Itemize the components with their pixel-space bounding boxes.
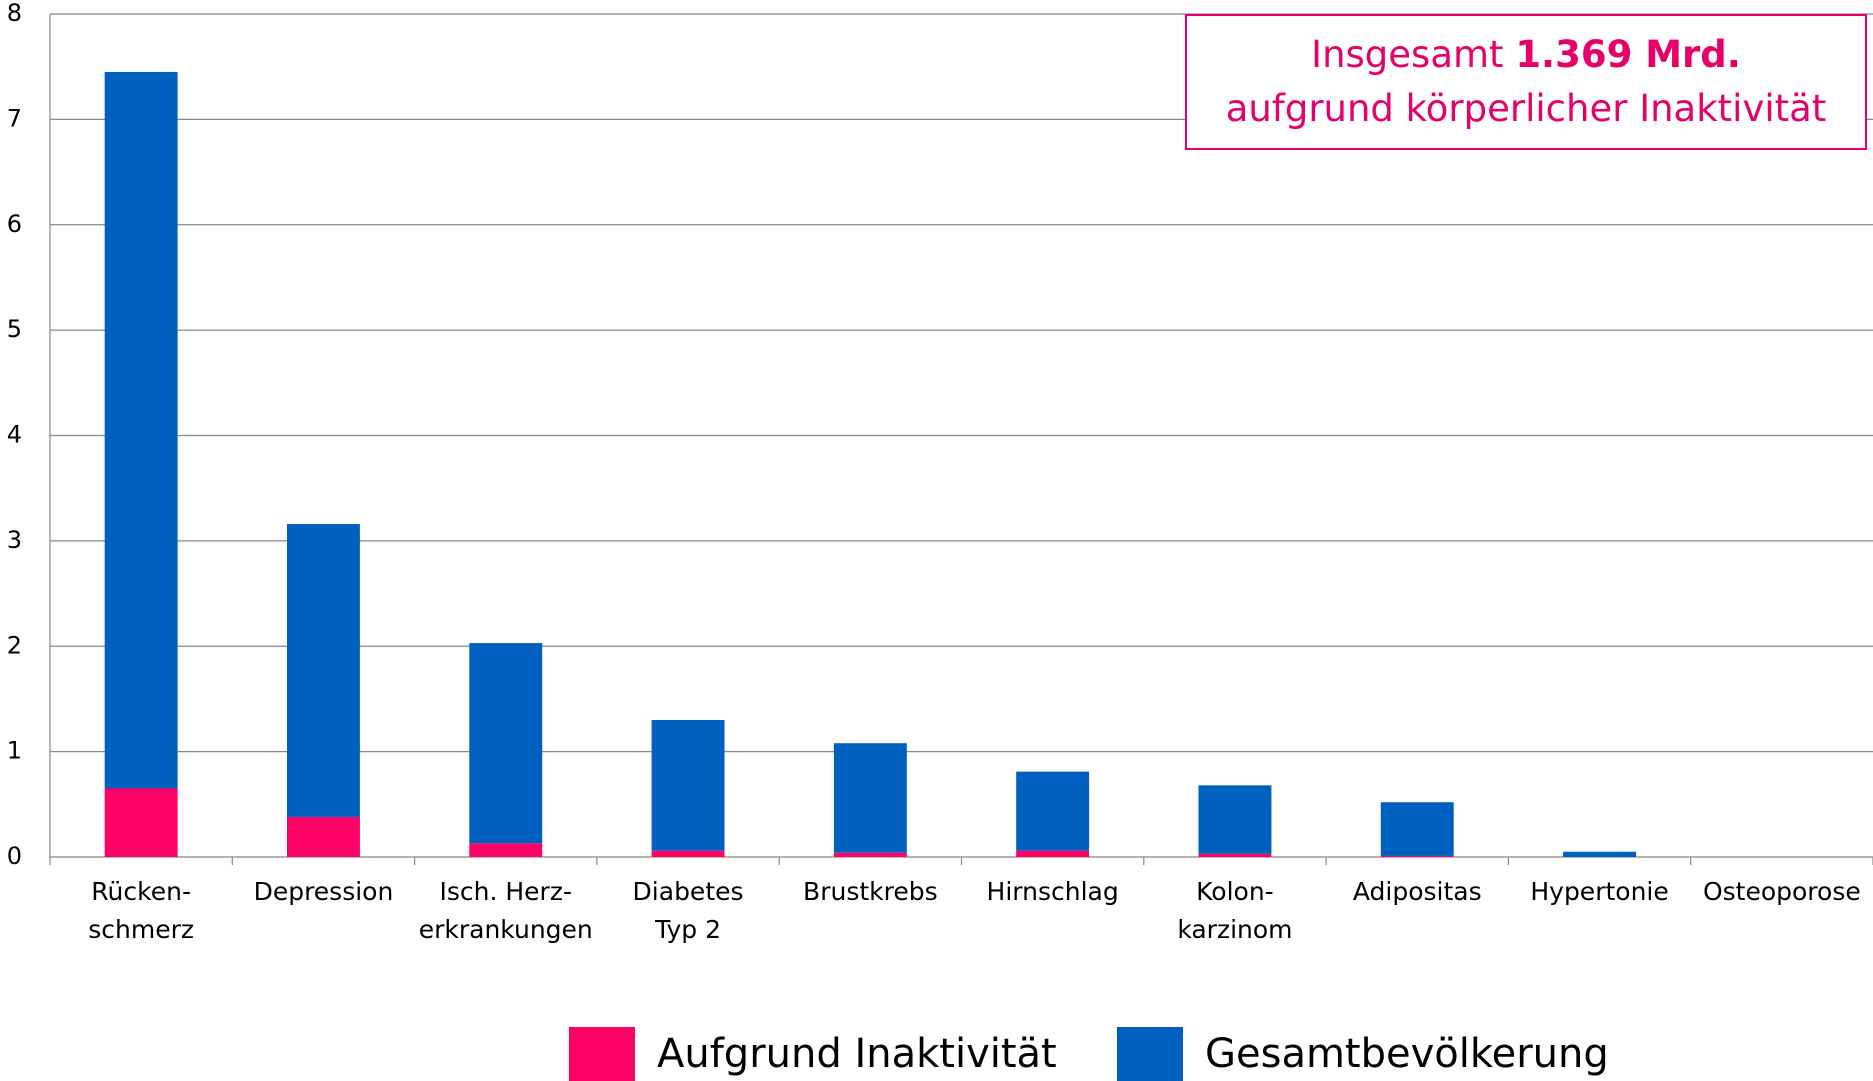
bar-segment	[104, 71, 178, 789]
x-tick-label: Hirnschlag	[986, 877, 1119, 906]
legend-label: Gesamtbevölkerung	[1205, 1031, 1609, 1077]
y-tick-label: 3	[7, 526, 22, 554]
x-tick-label: Osteoporose	[1702, 877, 1861, 906]
y-tick-label: 2	[7, 631, 22, 659]
bar-segment	[1563, 851, 1637, 857]
x-tick-label: Isch. Herz- erkrankungen	[418, 877, 593, 944]
legend-swatch	[1117, 1027, 1183, 1081]
y-tick-label: 4	[7, 421, 22, 449]
annotation-line: aufgrund körperlicher Inaktivität	[1225, 87, 1827, 130]
y-tick-label: 5	[7, 315, 22, 343]
bar-segment	[833, 852, 907, 857]
x-tick-label: Hypertonie	[1530, 877, 1669, 906]
y-tick-label: 7	[7, 104, 22, 132]
y-tick-label: 8	[7, 0, 22, 27]
x-tick-label: Rücken- schmerz	[88, 877, 195, 944]
bar-segment	[1380, 802, 1454, 856]
legend-label: Aufgrund Inaktivität	[657, 1031, 1057, 1077]
bar-segment	[651, 850, 725, 857]
bar-segment	[651, 720, 725, 851]
x-tick-label: Depression	[253, 877, 394, 906]
bar-segment	[1016, 771, 1090, 851]
x-tick-label: Adipositas	[1352, 877, 1482, 906]
bar-segment	[286, 816, 360, 857]
bar-segment	[286, 524, 360, 817]
legend-swatch	[569, 1027, 635, 1081]
bar-segment	[1380, 855, 1454, 857]
annotation: Insgesamt 1.369 Mrd. aufgrund körperliche…	[1185, 14, 1867, 150]
bar-segment	[1198, 785, 1272, 854]
bar-segment	[104, 788, 178, 857]
y-tick-label: 1	[7, 737, 22, 765]
x-tick-label: Brustkrebs	[803, 877, 938, 906]
bar-segment	[833, 743, 907, 853]
annotation-bold: 1.369 Mrd.	[1515, 33, 1741, 76]
bar-segment	[469, 643, 543, 844]
y-tick-label: 6	[7, 210, 22, 238]
annotation-prefix: Insgesamt	[1311, 33, 1504, 76]
bar-segment	[469, 843, 543, 857]
x-tick-label: Kolon- karzinom	[1177, 877, 1293, 944]
y-tick-label: 0	[7, 842, 22, 870]
x-tick-label: Diabetes Typ 2	[632, 877, 744, 944]
bar-segment	[1016, 850, 1090, 857]
bar-segment	[1198, 853, 1272, 857]
